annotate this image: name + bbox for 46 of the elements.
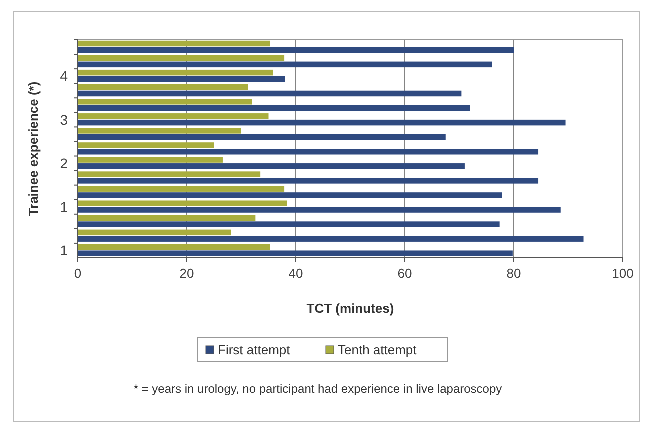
bar — [78, 128, 242, 134]
bar — [78, 90, 462, 97]
bar — [78, 99, 252, 105]
bar — [78, 55, 285, 62]
x-tick-label: 0 — [74, 266, 82, 281]
text: * = years in urology, no participant had experience in live laparoscopy — [134, 382, 502, 396]
bar — [78, 84, 248, 90]
bar — [78, 105, 470, 112]
y-tick-label: 4 — [60, 68, 68, 84]
bar — [78, 250, 513, 256]
y-tick-label: 1 — [60, 199, 68, 216]
bar — [78, 114, 269, 120]
y-axis-title: Trainee experience (*) — [26, 82, 41, 216]
bar — [78, 172, 261, 178]
x-tick-label: 80 — [506, 266, 522, 281]
bar — [78, 200, 288, 206]
bar — [78, 76, 286, 82]
bar — [78, 222, 500, 228]
y-tick-label: 3 — [60, 112, 68, 128]
bar — [78, 47, 514, 54]
bar — [78, 178, 539, 184]
bar — [78, 164, 465, 170]
bar — [78, 134, 446, 140]
x-axis-title: TCT (minutes) — [306, 301, 394, 316]
bar — [78, 186, 285, 192]
bar — [78, 207, 561, 213]
bar — [78, 230, 232, 236]
bar — [78, 244, 270, 250]
x-tick-label: 20 — [180, 266, 194, 281]
x-tick-label: 60 — [398, 266, 412, 281]
y-tick-label: 1 — [60, 242, 68, 259]
bar — [78, 62, 492, 68]
bar — [78, 149, 539, 155]
bar — [78, 192, 502, 198]
bar — [78, 120, 566, 126]
bar — [78, 236, 584, 242]
legend-label: First attempt — [218, 342, 291, 358]
x-tick-label: 40 — [288, 266, 304, 281]
bar — [78, 142, 214, 148]
bar — [78, 70, 274, 76]
bar — [78, 40, 270, 47]
legend-label: Tenth attempt — [338, 342, 418, 358]
y-tick-label: 2 — [60, 155, 68, 172]
x-tick-label: 100 — [612, 266, 634, 281]
bar — [78, 157, 223, 163]
bar — [78, 215, 256, 222]
